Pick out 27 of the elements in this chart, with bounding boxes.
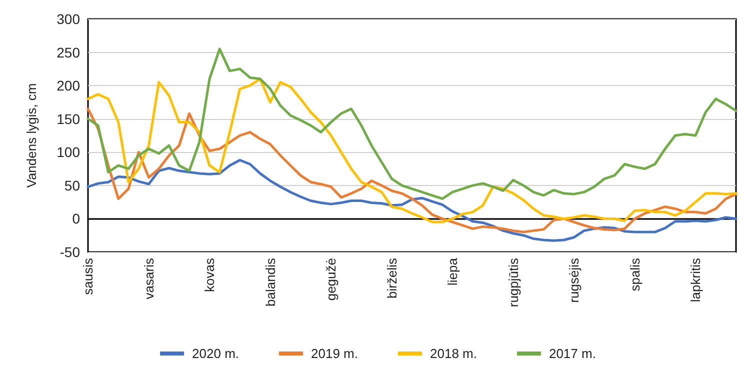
x-tick-label: rugpjūtis	[506, 258, 521, 308]
legend-label: 2017 m.	[548, 346, 596, 361]
y-tick-label: 50	[64, 177, 80, 194]
x-tick-label: rugsėjis	[566, 258, 582, 303]
x-tick-label: gegužė	[324, 258, 338, 301]
line-series	[86, 78, 738, 224]
legend-label: 2020 m.	[192, 346, 240, 361]
line-series	[86, 158, 738, 242]
x-tick-label: spalis	[627, 258, 642, 292]
line-series	[86, 48, 738, 200]
x-tick-label: sausis	[80, 258, 96, 295]
x-tick-label: birželis	[384, 258, 400, 298]
y-tick-label: 100	[56, 144, 80, 160]
y-axis-title: Vandens lygis, cm	[24, 83, 39, 188]
legend-label: 2019 m.	[311, 346, 358, 361]
y-tick-label: 200	[56, 78, 80, 94]
y-tick-label: 0	[72, 210, 80, 227]
x-tick-label: kovas	[202, 258, 217, 292]
x-tick-label: lapkritis	[688, 258, 703, 302]
y-tick-label: -50	[60, 244, 80, 260]
y-tick-label: 150	[56, 110, 80, 127]
legend-label: 2018 m.	[430, 346, 477, 361]
y-tick-label: 250	[56, 44, 80, 60]
x-tick-label: vasaris	[141, 258, 156, 300]
x-tick-label: liepa	[445, 257, 460, 286]
y-tick-label: 300	[56, 11, 80, 27]
x-tick-label: balandis	[262, 258, 278, 306]
